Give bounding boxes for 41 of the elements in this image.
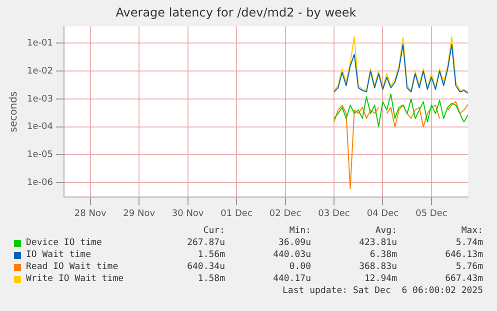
y-tick-label: 1e-05 (26, 150, 53, 160)
y-tick-label: 1e-03 (26, 94, 53, 104)
legend-label: Read IO Wait time (26, 262, 120, 272)
x-tick-label: 30 Nov (172, 208, 204, 219)
text: 1.58m (196, 274, 225, 284)
x-tick-label: 01 Dec (220, 208, 252, 219)
text: Min: (288, 226, 311, 236)
text: Cur: (202, 226, 225, 236)
legend-label: Write IO Wait time (26, 274, 125, 284)
text: 667.43m (444, 274, 483, 284)
text: 423.81u (358, 238, 397, 248)
text: Max: (460, 226, 483, 236)
y-tick-label: 1e-06 (26, 178, 54, 188)
x-tick-label: 05 Dec (416, 208, 448, 219)
text: 12.94m (363, 274, 397, 284)
text: 646.13m (444, 250, 483, 260)
x-tick-label: 02 Dec (269, 208, 302, 219)
x-tick-label: 03 Dec (318, 208, 350, 219)
text: Avg: (374, 226, 397, 236)
text: 1.56m (196, 250, 225, 260)
text: 267.87u (186, 238, 225, 248)
legend-label: IO Wait time (26, 250, 92, 260)
text: 5.76m (454, 262, 483, 272)
text: Last update: Sat Dec 6 06:00:02 2025 (282, 286, 483, 296)
x-tick-label: 29 Nov (123, 208, 156, 219)
text: 640.34u (186, 262, 225, 272)
x-tick-label: 28 Nov (74, 208, 107, 219)
text: 6.38m (368, 250, 397, 260)
y-tick-label: 1e-01 (26, 38, 53, 49)
chart-title: Average latency for /dev/md2 - by week (116, 5, 356, 20)
text: 0.00 (288, 262, 311, 272)
text: 440.17u (272, 274, 311, 284)
y-axis-title: seconds (8, 91, 20, 132)
text: 5.74m (454, 238, 483, 248)
text: 368.83u (358, 262, 397, 272)
x-tick-label: 04 Dec (366, 208, 399, 219)
text: 440.03u (272, 250, 311, 260)
y-tick-label: 1e-02 (26, 66, 53, 76)
text: 36.09u (277, 238, 311, 248)
legend-label: Device IO time (26, 238, 103, 248)
y-tick-label: 1e-04 (26, 122, 54, 132)
